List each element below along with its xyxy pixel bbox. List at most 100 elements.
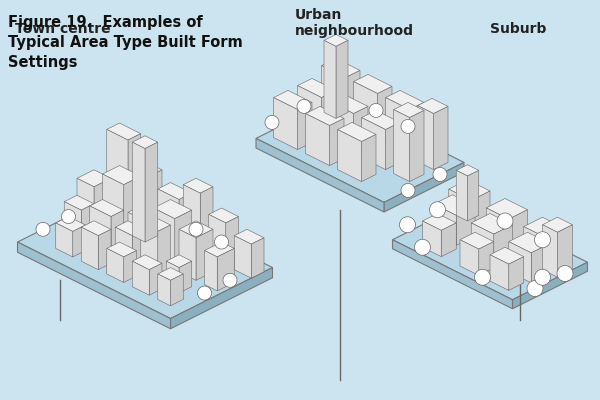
Text: Figure 19.  Examples of
Typical Area Type Built Form
Settings: Figure 19. Examples of Typical Area Type… <box>8 15 243 70</box>
Polygon shape <box>394 102 424 118</box>
Polygon shape <box>209 214 226 266</box>
Polygon shape <box>183 178 213 193</box>
Polygon shape <box>251 238 264 278</box>
Polygon shape <box>115 227 132 270</box>
Polygon shape <box>217 248 234 291</box>
Polygon shape <box>179 193 192 242</box>
Polygon shape <box>542 217 572 232</box>
Polygon shape <box>486 208 509 249</box>
Circle shape <box>401 183 415 198</box>
Circle shape <box>297 99 311 114</box>
Polygon shape <box>64 202 81 244</box>
Polygon shape <box>362 118 386 170</box>
Polygon shape <box>90 206 111 259</box>
Circle shape <box>197 286 212 300</box>
Circle shape <box>62 210 76 224</box>
Polygon shape <box>73 225 86 257</box>
Polygon shape <box>132 136 158 148</box>
Polygon shape <box>509 257 524 290</box>
Polygon shape <box>274 90 312 110</box>
Polygon shape <box>56 216 86 232</box>
Polygon shape <box>145 212 162 255</box>
Polygon shape <box>329 118 344 166</box>
Polygon shape <box>298 102 312 150</box>
Polygon shape <box>479 242 494 275</box>
Polygon shape <box>329 94 368 114</box>
Polygon shape <box>460 232 494 249</box>
Polygon shape <box>17 242 170 329</box>
Polygon shape <box>154 200 192 219</box>
Polygon shape <box>179 261 192 293</box>
Polygon shape <box>305 106 344 126</box>
Polygon shape <box>132 142 145 242</box>
Polygon shape <box>322 66 346 126</box>
Polygon shape <box>81 227 98 270</box>
Polygon shape <box>531 244 550 283</box>
Polygon shape <box>179 229 196 280</box>
Polygon shape <box>346 70 360 126</box>
Polygon shape <box>141 216 170 232</box>
Polygon shape <box>456 165 479 176</box>
Polygon shape <box>386 98 410 158</box>
Polygon shape <box>124 250 137 282</box>
Polygon shape <box>209 208 239 223</box>
Circle shape <box>36 222 50 236</box>
Polygon shape <box>353 106 368 154</box>
Polygon shape <box>170 274 183 306</box>
Polygon shape <box>524 217 565 238</box>
Polygon shape <box>490 247 524 264</box>
Polygon shape <box>274 98 298 150</box>
Polygon shape <box>362 134 376 182</box>
Polygon shape <box>410 102 424 158</box>
Polygon shape <box>111 210 124 259</box>
Polygon shape <box>386 122 400 170</box>
Polygon shape <box>338 130 362 182</box>
Polygon shape <box>205 242 234 257</box>
Polygon shape <box>107 123 141 140</box>
Circle shape <box>189 222 203 236</box>
Polygon shape <box>81 221 111 236</box>
Polygon shape <box>158 225 170 282</box>
Polygon shape <box>490 255 509 290</box>
Circle shape <box>535 232 551 248</box>
Polygon shape <box>422 221 441 257</box>
Polygon shape <box>94 178 111 229</box>
Polygon shape <box>183 185 200 253</box>
Polygon shape <box>158 182 192 200</box>
Polygon shape <box>205 250 217 291</box>
Polygon shape <box>234 236 251 278</box>
Polygon shape <box>456 170 467 221</box>
Polygon shape <box>362 110 400 130</box>
Polygon shape <box>338 122 376 142</box>
Polygon shape <box>434 195 475 215</box>
Circle shape <box>215 235 229 249</box>
Text: Urban
neighbourhood: Urban neighbourhood <box>295 8 414 38</box>
Polygon shape <box>509 232 550 253</box>
Polygon shape <box>512 262 587 309</box>
Polygon shape <box>322 90 336 138</box>
Polygon shape <box>386 90 424 110</box>
Circle shape <box>223 273 237 287</box>
Polygon shape <box>132 229 145 270</box>
Polygon shape <box>103 174 124 244</box>
Polygon shape <box>166 261 179 293</box>
Text: Town centre: Town centre <box>15 22 110 36</box>
Polygon shape <box>329 102 353 154</box>
Polygon shape <box>77 170 111 187</box>
Polygon shape <box>170 268 272 329</box>
Polygon shape <box>166 255 192 268</box>
Polygon shape <box>418 98 448 114</box>
Polygon shape <box>158 189 179 242</box>
Polygon shape <box>542 225 557 277</box>
Circle shape <box>369 103 383 118</box>
Circle shape <box>430 202 445 218</box>
Polygon shape <box>256 138 384 212</box>
Polygon shape <box>145 142 158 242</box>
Polygon shape <box>107 242 137 257</box>
Circle shape <box>557 266 573 282</box>
Circle shape <box>527 280 543 296</box>
Polygon shape <box>557 225 572 277</box>
Polygon shape <box>175 210 192 270</box>
Polygon shape <box>384 162 464 212</box>
Polygon shape <box>486 198 527 219</box>
